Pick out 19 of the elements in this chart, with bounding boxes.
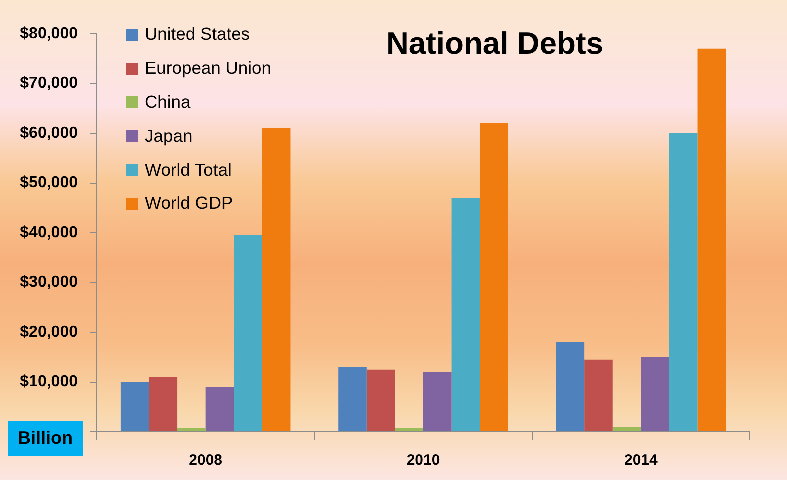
y-tick-label: $10,000 bbox=[20, 374, 78, 391]
legend-label: United States bbox=[145, 24, 250, 46]
y-tick-label: $70,000 bbox=[20, 75, 78, 92]
legend-label: China bbox=[145, 92, 191, 113]
legend-label: European Union bbox=[145, 58, 272, 80]
x-tick-label: 2014 bbox=[624, 452, 659, 470]
x-tick-label: 2010 bbox=[406, 452, 440, 470]
y-axis-title: Billion bbox=[8, 421, 83, 456]
y-tick-label: $40,000 bbox=[20, 224, 78, 242]
y-tick-label: $60,000 bbox=[20, 124, 78, 142]
legend-label: World GDP bbox=[145, 193, 234, 214]
x-tick-label: 2008 bbox=[189, 452, 223, 470]
y-tick-label: $20,000 bbox=[20, 324, 78, 341]
y-tick-label: $30,000 bbox=[20, 274, 78, 292]
legend-label: Japan bbox=[145, 126, 193, 147]
y-tick-label: $80,000 bbox=[20, 25, 78, 42]
chart-title: National Debts bbox=[385, 26, 605, 62]
y-tick-label: $50,000 bbox=[20, 174, 78, 192]
legend-label: World Total bbox=[145, 160, 232, 181]
